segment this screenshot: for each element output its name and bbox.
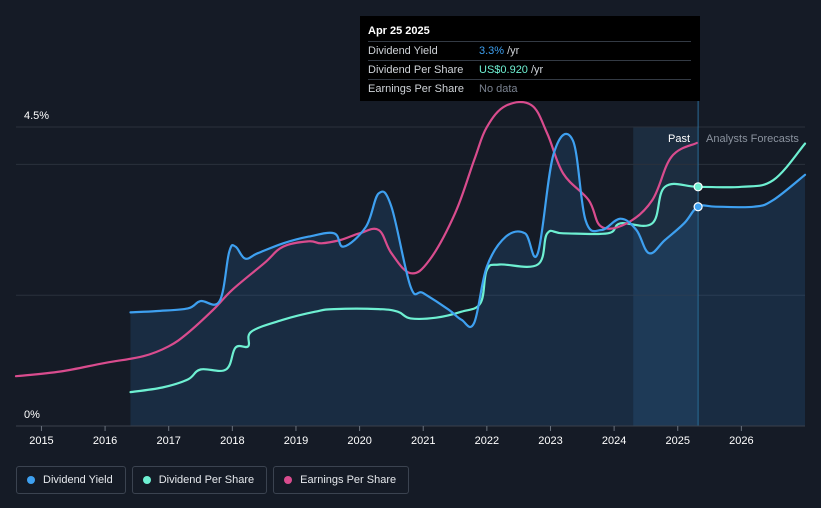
earnings-per-share-line bbox=[14, 100, 698, 378]
tooltip-unit: /yr bbox=[507, 45, 520, 57]
tooltip-label: Earnings Per Share bbox=[368, 83, 464, 95]
legend-item-dividend-yield[interactable]: Dividend Yield bbox=[16, 466, 126, 494]
x-tick-label: 2017 bbox=[156, 435, 180, 447]
past-label: Past bbox=[668, 133, 690, 145]
tooltip-row-earnings-per-share: Earnings Per Share No data bbox=[368, 79, 691, 98]
forecast-label: Analysts Forecasts bbox=[706, 133, 799, 145]
yield-area bbox=[130, 133, 805, 426]
dividend-yield-marker bbox=[693, 202, 703, 212]
dividend-yield-line bbox=[129, 132, 807, 328]
x-tick-label: 2021 bbox=[411, 435, 435, 447]
x-tick-label: 2019 bbox=[284, 435, 308, 447]
tooltip-date: Apr 25 2025 bbox=[368, 25, 430, 37]
x-tick-label: 2018 bbox=[220, 435, 244, 447]
tooltip-unit: /yr bbox=[530, 64, 544, 76]
x-tick-label: 2024 bbox=[602, 435, 626, 447]
dividend-per-share-line bbox=[129, 142, 807, 394]
series-markers bbox=[693, 182, 703, 212]
x-tick-label: 2025 bbox=[665, 435, 689, 447]
x-tick-label: 2020 bbox=[347, 435, 371, 447]
x-tick-label: 2023 bbox=[538, 435, 562, 447]
legend-dot-icon bbox=[27, 476, 35, 484]
tooltip-value: US$0.920 bbox=[479, 64, 528, 76]
legend-item-dividend-per-share[interactable]: Dividend Per Share bbox=[131, 466, 268, 494]
tooltip-row-dividend-per-share: Dividend Per Share US$0.920 /yr bbox=[368, 60, 691, 79]
tooltip: Apr 25 2025 Dividend Yield 3.3% /yr Divi… bbox=[360, 16, 700, 101]
grid-lines bbox=[16, 126, 805, 296]
tooltip-label: Dividend Yield bbox=[368, 45, 438, 57]
legend-dot-icon bbox=[142, 476, 151, 484]
tooltip-label: Dividend Per Share bbox=[368, 64, 464, 76]
axes: 2015 2016 2017 2018 2019 2020 2021 2022 2023 2024… bbox=[16, 110, 805, 447]
y-tick-label: 0% bbox=[24, 409, 40, 421]
tooltip-row-dividend-yield: Dividend Yield 3.3% /yr bbox=[368, 41, 691, 60]
y-tick-label: 4.5% bbox=[24, 110, 49, 122]
yield-area-fill bbox=[130, 133, 805, 426]
legend-label: Earnings Per Share bbox=[300, 474, 397, 486]
x-tick-label: 2016 bbox=[93, 435, 117, 447]
legend-label: Dividend Yield bbox=[43, 474, 113, 486]
series-lines bbox=[14, 100, 807, 394]
tooltip-value: 3.3% bbox=[479, 45, 505, 57]
legend: Dividend Yield Dividend Per Share Earnin… bbox=[16, 466, 410, 494]
legend-label: Dividend Per Share bbox=[158, 474, 255, 486]
tooltip-value: No data bbox=[479, 83, 518, 95]
x-tick-label: 2015 bbox=[29, 435, 53, 447]
dividend-per-share-marker bbox=[693, 182, 703, 192]
forecast-region bbox=[633, 127, 699, 426]
x-tick-label: 2026 bbox=[729, 435, 753, 447]
legend-item-earnings-per-share[interactable]: Earnings Per Share bbox=[273, 466, 410, 494]
x-tick-label: 2022 bbox=[475, 435, 499, 447]
legend-dot-icon bbox=[284, 476, 293, 484]
